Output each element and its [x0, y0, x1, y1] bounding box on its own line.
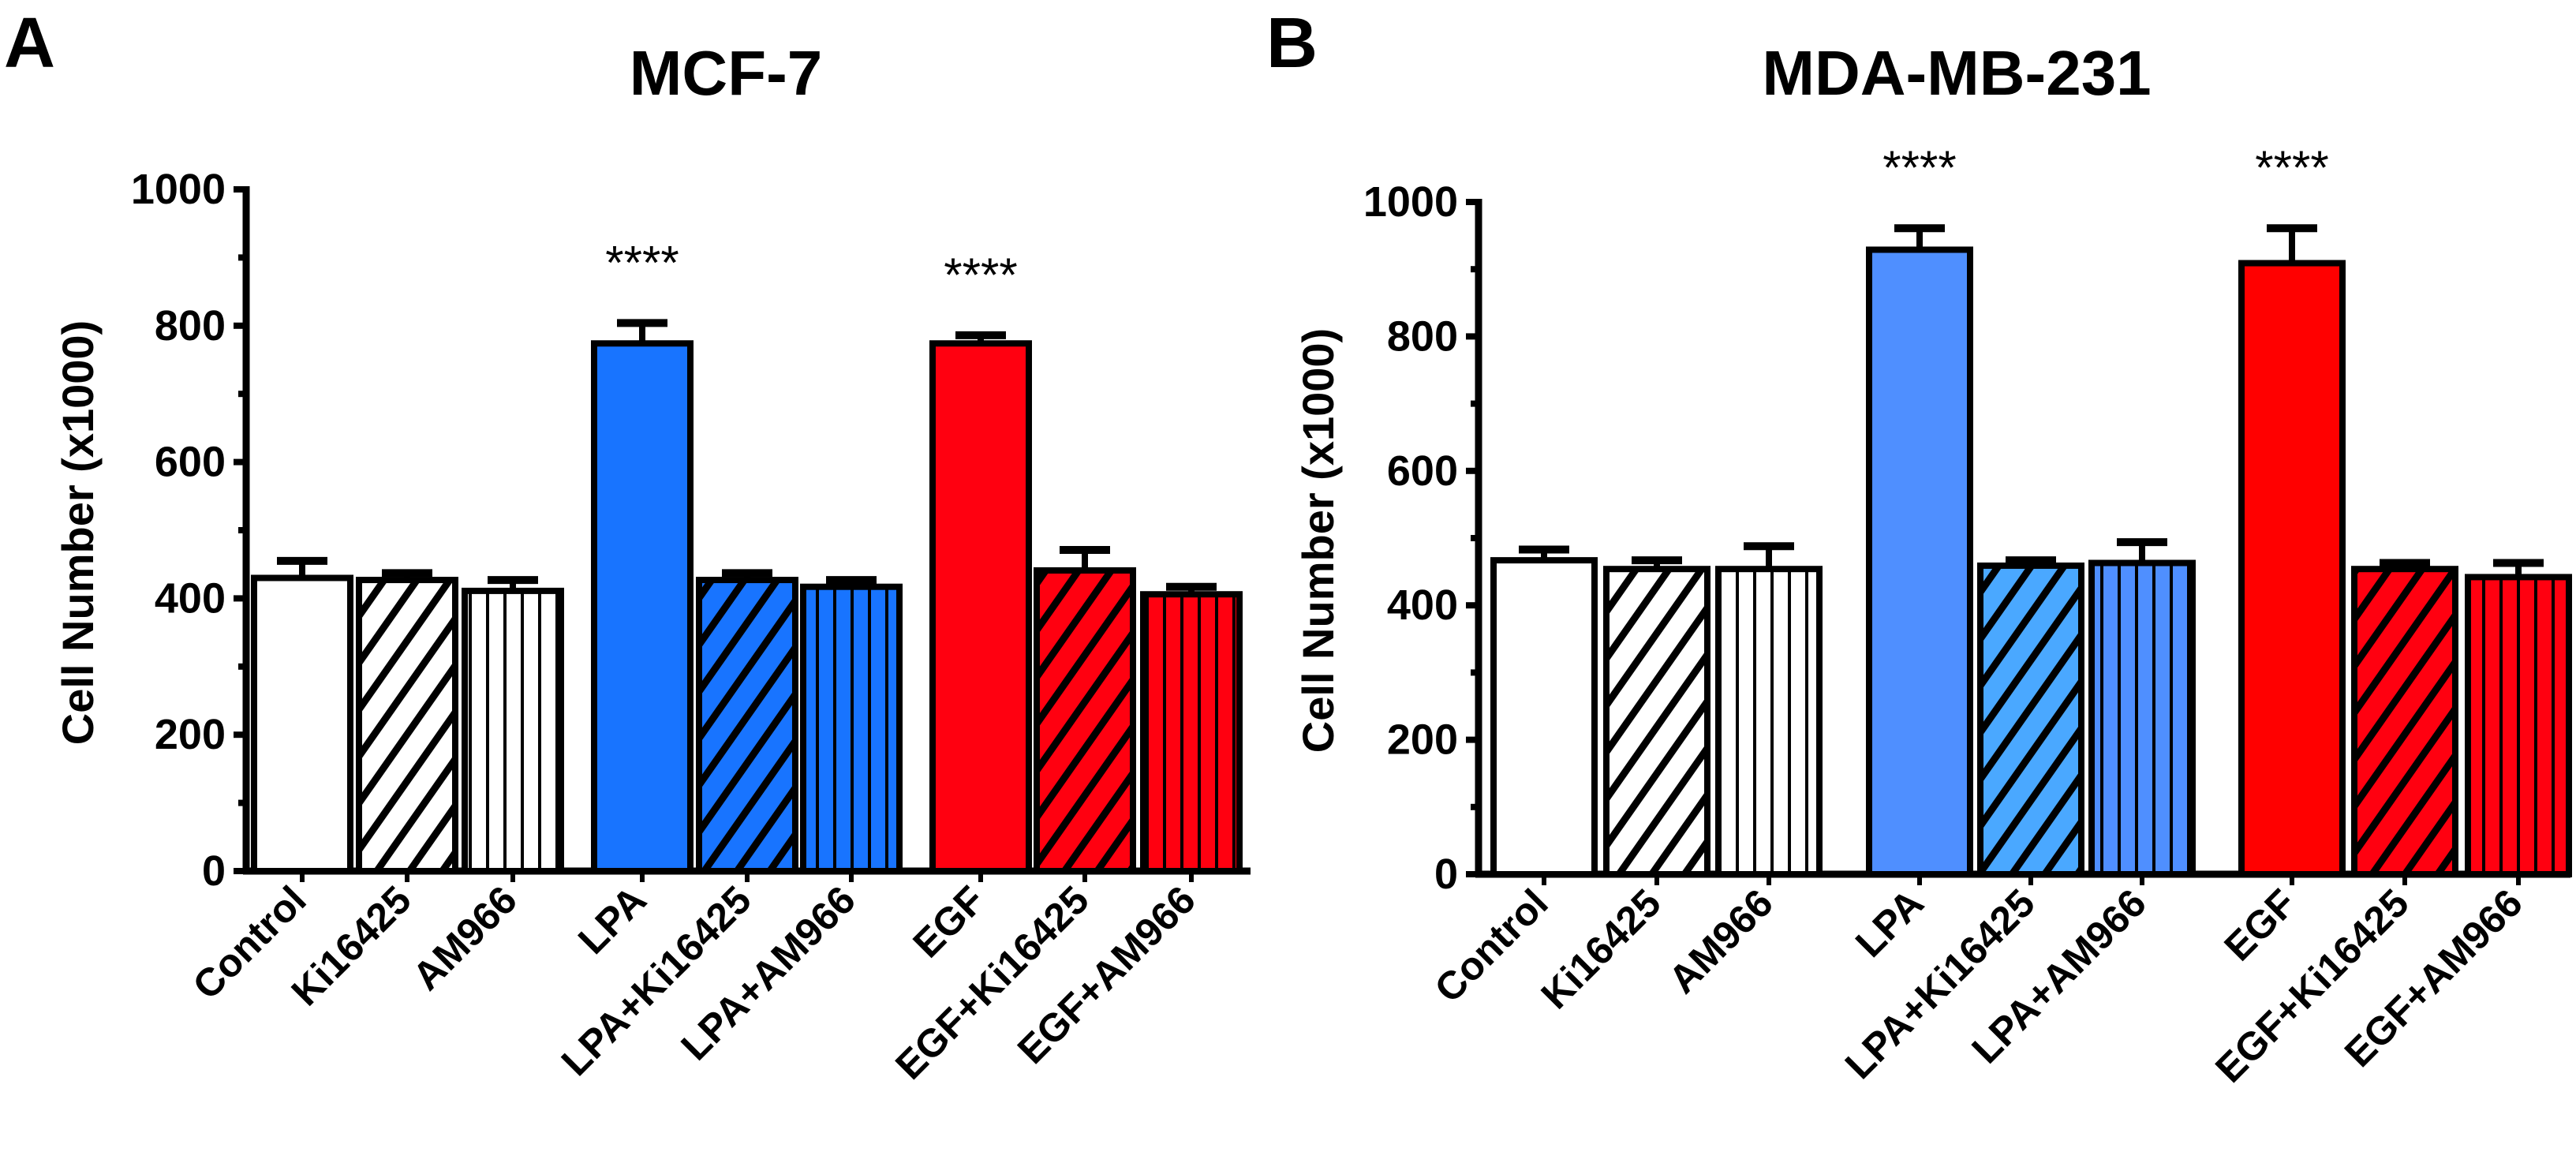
significance-annotation: ****: [944, 249, 1017, 301]
y-axis-label-b: Cell Number (x1000): [1293, 328, 1343, 753]
bar-lpa: [591, 340, 694, 875]
x-tick-label: LPA+Ki16425: [1837, 881, 2043, 1087]
bar-egf-am966: [2465, 574, 2572, 878]
x-tick-label: LPA: [570, 877, 655, 963]
x-tick-label: AM966: [404, 877, 525, 999]
bar-lpa-ki16425: [1977, 562, 2084, 877]
x-tick-label: EGF+Ki16425: [2207, 881, 2417, 1091]
bar-lpa-am966: [800, 583, 903, 874]
y-axis-label-a: Cell Number (x1000): [53, 320, 103, 745]
y-tick-label: 200: [1387, 716, 1458, 764]
y-tick-label: 400: [1387, 582, 1458, 629]
x-tick-label: AM966: [1660, 881, 1782, 1002]
bar-am966: [462, 587, 564, 874]
bar-am966: [1715, 566, 1823, 878]
bar-control: [251, 574, 353, 874]
y-tick-label: 1000: [1363, 178, 1458, 226]
y-tick-label: 600: [155, 439, 226, 486]
bar-ki16425: [1603, 566, 1710, 878]
y-tick-label: 200: [155, 711, 226, 758]
significance-annotation: ****: [605, 236, 679, 289]
y-tick-label: 800: [155, 302, 226, 350]
bar-lpa-ki16425: [696, 577, 798, 875]
bar-egf-ki16425: [1034, 567, 1136, 874]
bar-egf: [929, 340, 1032, 875]
chart-title-a: MCF-7: [630, 38, 822, 108]
bar-lpa: [1866, 246, 1973, 877]
panel-label-b: B: [1266, 4, 1318, 83]
x-tick-label: Ki16425: [1533, 881, 1669, 1017]
significance-annotation: ****: [1882, 141, 1956, 194]
y-tick-label: 0: [202, 847, 226, 895]
panel-label-a: A: [4, 4, 55, 83]
bar-control: [1490, 557, 1598, 878]
y-tick-label: 400: [155, 574, 226, 622]
y-tick-label: 800: [1387, 312, 1458, 360]
bar-ki16425: [356, 577, 458, 875]
x-tick-label: EGF: [2215, 881, 2304, 969]
panel-b: B MDA-MB-231 Cell Number (x1000) 0 200 400…: [1266, 4, 2572, 1091]
chart-title-b: MDA-MB-231: [1762, 38, 2151, 108]
bar-egf-am966: [1140, 591, 1243, 874]
y-tick-label: 600: [1387, 447, 1458, 495]
x-tick-label: LPA: [1847, 881, 1932, 966]
y-tick-label: 0: [1434, 851, 1458, 898]
bar-egf: [2238, 260, 2346, 878]
significance-annotation: ****: [2255, 141, 2328, 194]
panel-a: A MCF-7 Cell Number (x1000) 0 200 400 600 80…: [4, 4, 1251, 1088]
bar-lpa-am966: [2088, 559, 2196, 877]
y-tick-label: 1000: [131, 166, 226, 213]
bar-egf-ki16425: [2351, 566, 2458, 878]
x-tick-label: EGF: [904, 877, 993, 966]
